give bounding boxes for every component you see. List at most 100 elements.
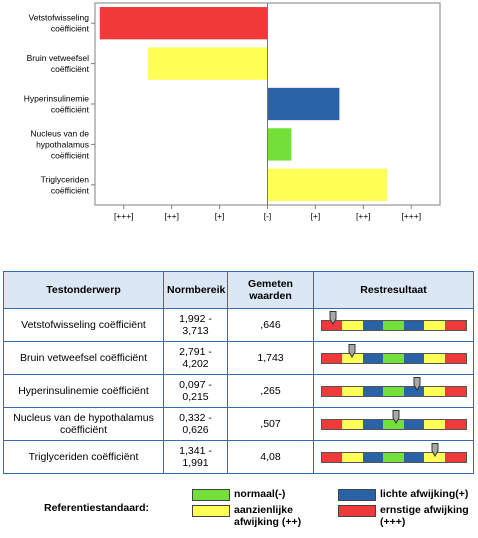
scale-segment [424,320,445,330]
cell-value: ,265 [227,374,314,408]
y-tick-label: Bruin vetweefsel coëfficiënt [27,53,90,74]
y-tick-label: Vetstofwisseling coëfficiënt [29,13,90,34]
legend-label: ernstige afwijking (+++) [380,504,469,528]
header-range: Normbereik [163,271,228,309]
cell-subject: Nucleus van de hypothalamus coëfficiënt [3,407,164,441]
scale-segment [362,320,384,330]
table-row: Hyperinsulinemie coëfficiënt 0,097 - 0,21… [3,374,474,408]
scale-segment [444,386,466,396]
legend-swatch-red [338,505,376,517]
legend-label: aanzienlijke afwijking (++) [234,504,302,528]
legend-item-light: lichte afwijking(+) [338,488,468,501]
scale-segment [403,419,425,429]
scale-segment [403,320,425,330]
scale-segment [342,386,363,396]
cell-result [313,374,474,408]
table-row: Bruin vetweefsel coëfficiënt 2,791 - 4,20… [3,341,474,375]
bar-4 [267,168,388,201]
scale-segment [424,452,445,462]
result-marker-icon [431,442,439,457]
scale-segment [383,386,404,396]
result-scale-bar [320,310,467,331]
cell-subject: Hyperinsulinemie coëfficiënt [3,374,164,408]
y-tick-label: Hyperinsulinemie coëfficiënt [24,94,90,115]
result-scale-bar [320,409,467,430]
cell-result [313,440,474,474]
cell-result [313,341,474,375]
x-tick-label: [+] [215,211,225,221]
scale-segment [342,353,363,363]
bar-3 [267,128,292,161]
cell-range: 1,341 - 1,991 [163,440,228,474]
x-tick-label: [+] [311,211,321,221]
results-table: Testonderwerp Normbereik Gemeten waarden… [3,271,474,474]
scale-segment [383,419,404,429]
legend-swatch-blue [338,489,376,501]
result-marker-icon [329,310,337,325]
legend-item-normal: normaal(-) [192,488,285,501]
result-scale-bar [320,442,467,463]
scale-segment [342,320,363,330]
cell-result [313,407,474,441]
cell-value: ,507 [227,407,314,441]
bar-1 [147,47,268,80]
scale-segment [321,353,343,363]
legend-title: Referentiestandaard: [44,502,150,514]
header-measured: Gemeten waarden [227,271,314,309]
cell-subject: Triglyceriden coëfficiënt [3,440,164,474]
legend-label: normaal(-) [234,488,286,500]
scale-segment [444,353,466,363]
cell-value: 4,08 [227,440,314,474]
table-row: Nucleus van de hypothalamus coëfficiënt 0… [3,407,474,441]
scale-segment [362,386,384,396]
scale-segment [403,353,425,363]
x-tick-label: [+++] [401,211,421,221]
scale-segment [362,419,384,429]
scale-segment [403,452,425,462]
cell-range: 0,097 - 0,215 [163,374,228,408]
scale-segment [362,452,384,462]
legend-item-considerable: aanzienlijke afwijking (++) [192,504,332,528]
header-subject: Testonderwerp [3,271,164,309]
legend-swatch-green [192,489,230,501]
scale-segment [383,353,404,363]
result-marker-icon [413,376,421,391]
cell-subject: Vetstofwisseling coëfficiënt [3,308,164,342]
header-result: Restresultaat [313,271,474,309]
y-tick-label: Nucleus van de hypothalamus coëfficiënt [30,128,89,160]
scale-segment [362,353,384,363]
x-tick-label: [++] [356,211,371,221]
cell-range: 1,992 - 3,713 [163,308,228,342]
scale-segment [321,320,343,330]
y-tick-label: Triglyceriden coëfficiënt [41,174,90,195]
legend: Referentiestandaard: normaal(-) lichte a… [0,486,478,538]
scale-segment [424,353,445,363]
result-scale-bar [320,343,467,364]
legend-swatch-yellow [192,505,230,517]
scale-segment [444,419,466,429]
table-row: Vetstofwisseling coëfficiënt 1,992 - 3,71… [3,308,474,342]
scale-segment [321,452,343,462]
deviation-bar-chart: Vetstofwisseling coëfficiënt Bruin vetweef… [24,2,441,221]
bar-2 [267,87,340,121]
scale-segment [321,419,343,429]
scale-segment [444,452,466,462]
cell-value: 1,743 [227,341,314,375]
cell-subject: Bruin vetweefsel coëfficiënt [3,341,164,375]
scale-segment [424,419,445,429]
x-tick-label: [+++] [114,211,134,221]
cell-range: 2,791 - 4,202 [163,341,228,375]
x-tick-label: [-] [264,211,272,221]
bar-0 [99,7,268,40]
table-header-row: Testonderwerp Normbereik Gemeten waarden… [3,271,474,309]
scale-segment [424,386,445,396]
legend-label: lichte afwijking(+) [380,488,469,500]
scale-segment [444,320,466,330]
scale-segment [342,452,363,462]
scale-segment [403,386,425,396]
scale-segment [321,386,343,396]
result-scale-bar [320,376,467,397]
cell-value: ,646 [227,308,314,342]
legend-item-severe: ernstige afwijking (+++) [338,504,476,528]
x-tick-label: [++] [164,211,179,221]
